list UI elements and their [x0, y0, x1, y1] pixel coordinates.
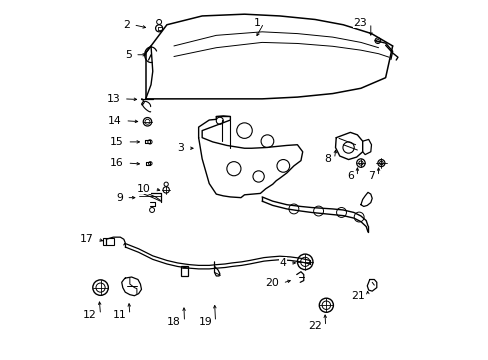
- Text: 6: 6: [346, 171, 353, 181]
- Text: 18: 18: [167, 317, 181, 327]
- Text: 9: 9: [116, 193, 122, 203]
- Text: 20: 20: [264, 278, 279, 288]
- Text: 10: 10: [137, 184, 151, 194]
- Text: 13: 13: [106, 94, 120, 104]
- Text: 23: 23: [353, 18, 366, 28]
- Text: 2: 2: [122, 20, 130, 30]
- Text: 1: 1: [253, 18, 260, 28]
- Text: 17: 17: [80, 234, 93, 244]
- Text: 7: 7: [367, 171, 374, 181]
- Text: 8: 8: [324, 154, 330, 164]
- Text: 5: 5: [124, 50, 131, 60]
- Text: 14: 14: [108, 116, 122, 126]
- Text: 4: 4: [279, 258, 285, 268]
- Text: 19: 19: [198, 317, 212, 327]
- Text: 15: 15: [110, 137, 123, 147]
- Text: 11: 11: [112, 310, 126, 320]
- Text: 22: 22: [308, 321, 322, 332]
- Text: 12: 12: [83, 310, 97, 320]
- Text: 21: 21: [350, 291, 364, 301]
- Text: 16: 16: [110, 158, 123, 168]
- Text: 3: 3: [177, 143, 184, 153]
